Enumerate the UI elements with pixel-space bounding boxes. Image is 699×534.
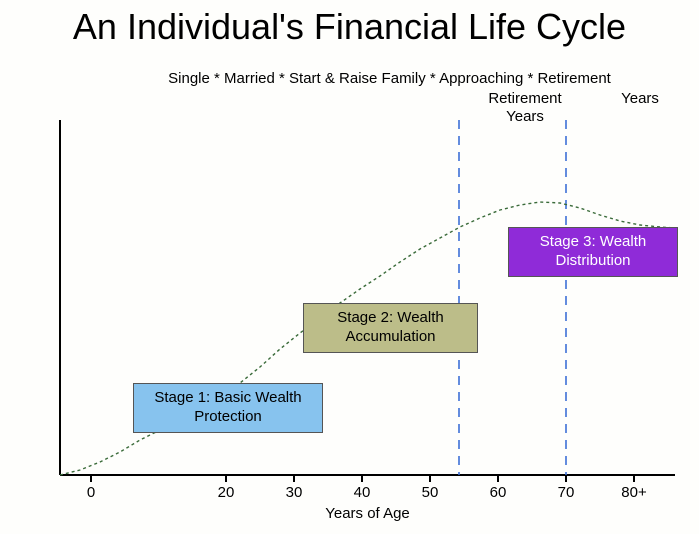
x-tick-label: 80+ <box>621 484 646 501</box>
stage-box-stage3: Stage 3: Wealth Distribution <box>508 227 678 277</box>
x-tick-label: 50 <box>422 484 439 501</box>
x-tick-label: 30 <box>286 484 303 501</box>
x-tick-label: 70 <box>558 484 575 501</box>
x-axis-label: Years of Age <box>325 505 410 522</box>
x-tick-label: 60 <box>490 484 507 501</box>
page: An Individual's Financial Life Cycle Sin… <box>0 0 699 534</box>
x-tick-label: 0 <box>87 484 95 501</box>
x-tick-label: 40 <box>354 484 371 501</box>
stage-box-stage2: Stage 2: Wealth Accumulation <box>303 303 478 353</box>
stage-box-stage1: Stage 1: Basic Wealth Protection <box>133 383 323 433</box>
x-tick-label: 20 <box>218 484 235 501</box>
